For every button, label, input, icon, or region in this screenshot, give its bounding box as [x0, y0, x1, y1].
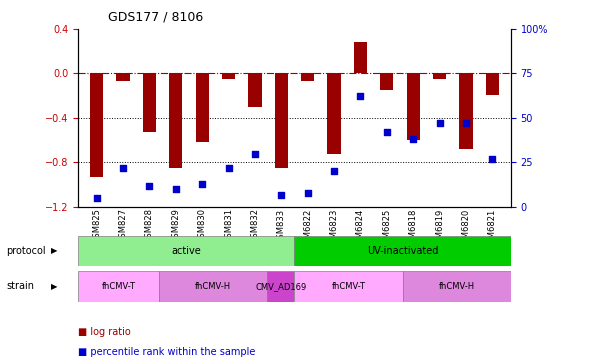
Bar: [486, 73, 499, 95]
Point: [197, 181, 207, 187]
Bar: [328, 73, 341, 154]
Point: [171, 186, 180, 192]
Point: [487, 156, 497, 162]
Text: fhCMV-T: fhCMV-T: [102, 282, 136, 291]
FancyBboxPatch shape: [403, 271, 511, 302]
Point: [356, 94, 365, 99]
Bar: [222, 73, 235, 79]
FancyBboxPatch shape: [294, 271, 403, 302]
Text: fhCMV-H: fhCMV-H: [195, 282, 231, 291]
Text: CMV_AD169: CMV_AD169: [255, 282, 307, 291]
Point: [435, 120, 444, 126]
Text: fhCMV-T: fhCMV-T: [332, 282, 365, 291]
Point: [118, 165, 128, 171]
Bar: [90, 73, 103, 177]
Point: [224, 165, 233, 171]
Bar: [169, 73, 182, 168]
FancyBboxPatch shape: [78, 236, 294, 266]
FancyBboxPatch shape: [78, 271, 159, 302]
Bar: [459, 73, 472, 149]
Text: ▶: ▶: [51, 282, 58, 291]
Bar: [195, 73, 209, 142]
Point: [382, 129, 392, 135]
Point: [329, 169, 339, 174]
FancyBboxPatch shape: [294, 236, 511, 266]
Bar: [248, 73, 261, 107]
Bar: [301, 73, 314, 81]
Text: ■ log ratio: ■ log ratio: [78, 327, 131, 337]
Bar: [354, 42, 367, 73]
FancyBboxPatch shape: [267, 271, 294, 302]
Bar: [117, 73, 130, 81]
Bar: [407, 73, 420, 140]
Bar: [143, 73, 156, 132]
FancyBboxPatch shape: [159, 271, 267, 302]
Bar: [275, 73, 288, 168]
Text: ■ percentile rank within the sample: ■ percentile rank within the sample: [78, 347, 255, 357]
Text: active: active: [171, 246, 201, 256]
Text: protocol: protocol: [6, 246, 46, 256]
Text: GDS177 / 8106: GDS177 / 8106: [108, 11, 203, 24]
Point: [276, 192, 286, 197]
Point: [303, 190, 313, 196]
Text: UV-inactivated: UV-inactivated: [367, 246, 438, 256]
Bar: [433, 73, 446, 79]
Text: ▶: ▶: [51, 246, 58, 255]
Bar: [380, 73, 394, 90]
Text: strain: strain: [6, 281, 34, 292]
Point: [145, 183, 154, 188]
Point: [92, 195, 102, 201]
Point: [250, 151, 260, 156]
Text: fhCMV-H: fhCMV-H: [439, 282, 475, 291]
Point: [461, 120, 471, 126]
Point: [409, 136, 418, 142]
